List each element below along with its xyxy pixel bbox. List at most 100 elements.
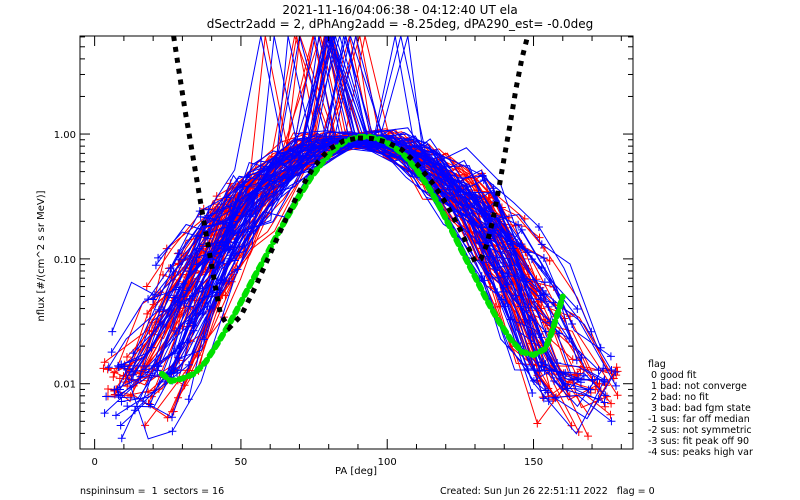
data-point-marker	[212, 192, 221, 201]
data-point-marker	[110, 385, 119, 394]
data-point-marker	[533, 419, 542, 428]
data-point-marker	[540, 278, 549, 287]
data-point-marker	[100, 358, 109, 367]
axes-layer: 0 50 100 150 0.01 0.10 1.00	[54, 36, 633, 468]
data-point-marker	[607, 365, 616, 374]
data-point-marker	[226, 243, 235, 252]
data-point-marker	[154, 305, 163, 314]
data-point-marker	[544, 302, 553, 311]
data-point-marker	[611, 367, 620, 376]
data-point-marker	[104, 385, 113, 394]
data-point-marker	[136, 372, 145, 381]
legend-item: -3 sus: fit peak off 90	[648, 436, 749, 447]
data-point-marker	[607, 417, 616, 426]
data-point-marker	[175, 255, 184, 264]
data-point-marker	[138, 397, 147, 406]
data-point-marker	[222, 223, 231, 232]
data-point-marker	[129, 349, 138, 358]
data-point-marker	[599, 364, 608, 373]
data-point-marker	[192, 232, 201, 241]
data-point-marker	[606, 410, 615, 419]
distribution-line-blue	[130, 36, 541, 381]
data-point-marker	[534, 222, 543, 231]
data-point-marker	[168, 413, 177, 422]
data-point-marker	[142, 282, 151, 291]
data-point-marker	[613, 391, 622, 400]
fit-layer	[158, 36, 566, 385]
data-point-marker	[165, 291, 174, 300]
data-point-marker	[190, 321, 199, 330]
data-point-marker	[537, 304, 546, 313]
distribution-line-blue	[118, 36, 535, 396]
x-tick-label: 150	[524, 457, 543, 468]
legend-item: 3 bad: bad fgm state	[648, 403, 751, 414]
y-tick-label: 0.01	[54, 380, 76, 391]
data-point-marker	[114, 391, 123, 400]
data-point-marker	[108, 327, 117, 336]
data-point-marker	[223, 242, 232, 251]
data-point-marker	[606, 352, 615, 361]
data-point-marker	[600, 398, 609, 407]
x-axis-label: PA [deg]	[335, 466, 377, 477]
data-point-marker	[100, 409, 109, 418]
data-point-marker	[528, 388, 537, 397]
data-point-marker	[545, 256, 554, 265]
data-point-marker	[541, 386, 550, 395]
legend-item: -1 sus: far off median	[648, 414, 750, 425]
data-point-marker	[541, 360, 550, 369]
y-axis-label: nflux [#/(cm^2 s sr MeV)]	[36, 190, 47, 321]
distribution-line-blue	[123, 36, 579, 440]
data-point-marker	[601, 402, 610, 411]
data-point-marker	[484, 193, 493, 202]
data-point-marker	[602, 392, 611, 401]
data-point-marker	[480, 220, 489, 229]
legend-title: flag	[648, 359, 666, 370]
data-point-marker	[479, 258, 488, 267]
data-point-marker	[222, 237, 231, 246]
distribution-line-blue	[178, 140, 582, 383]
x-tick-label: 0	[91, 457, 97, 468]
data-point-marker	[573, 304, 582, 313]
data-point-marker	[126, 367, 135, 376]
data-point-marker	[116, 421, 125, 430]
x-tick-label: 100	[378, 457, 397, 468]
legend-item: -2 sus: not symmetric	[648, 425, 752, 436]
data-point-marker	[611, 381, 620, 390]
data-point-marker	[107, 348, 116, 357]
data-point-marker	[150, 290, 159, 299]
data-point-marker	[233, 265, 242, 274]
data-point-marker	[185, 267, 194, 276]
data-point-marker	[109, 373, 118, 382]
legend-item: 0 good fit	[648, 370, 697, 381]
data-point-marker	[584, 432, 593, 441]
distribution-line-red	[134, 36, 540, 372]
data-point-marker	[153, 366, 162, 375]
data-point-marker	[572, 356, 581, 365]
data-point-marker	[505, 233, 514, 242]
data-point-marker	[146, 400, 155, 409]
envelope-curve	[357, 36, 531, 266]
legend-item: -4 sus: peaks high var	[648, 447, 753, 458]
plot-frame	[79, 35, 634, 450]
data-point-marker	[102, 392, 111, 401]
distribution-line-blue	[203, 36, 605, 435]
data-point-marker	[537, 240, 546, 249]
data-point-marker	[607, 399, 616, 408]
data-point-marker	[122, 352, 131, 361]
data-point-marker	[544, 397, 553, 406]
data-point-marker	[537, 264, 546, 273]
data-point-marker	[151, 261, 160, 270]
data-point-marker	[497, 295, 506, 304]
data-point-marker	[168, 427, 177, 436]
data-point-marker	[517, 225, 526, 234]
legend-item: 2 bad: no fit	[648, 392, 709, 403]
data-point-marker	[541, 327, 550, 336]
distribution-line-blue	[120, 36, 508, 426]
x-tick-label: 50	[235, 457, 248, 468]
distribution-line-blue	[121, 36, 612, 366]
data-point-marker	[539, 253, 548, 262]
data-point-marker	[530, 365, 539, 374]
data-point-marker	[514, 220, 523, 229]
distribution-line-blue	[162, 36, 592, 332]
